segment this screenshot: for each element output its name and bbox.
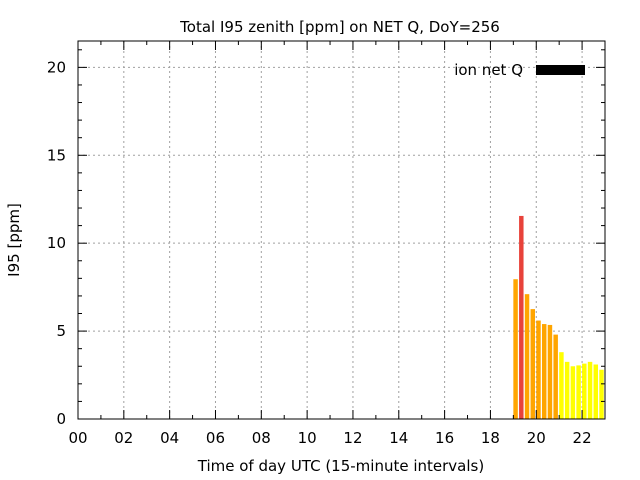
bar <box>582 363 587 419</box>
bar <box>599 369 604 419</box>
legend: ion net Q <box>454 61 585 79</box>
x-tick-label: 10 <box>298 429 317 447</box>
y-tick-label: 0 <box>56 410 66 428</box>
bar <box>564 361 570 419</box>
y-tick-labels: 0 5 10 15 20 <box>47 58 66 428</box>
x-tick-label: 22 <box>573 429 592 447</box>
x-tick-label: 02 <box>114 429 133 447</box>
x-tick-label: 16 <box>435 429 454 447</box>
x-tick-label: 04 <box>160 429 179 447</box>
x-tick-label: 06 <box>206 429 225 447</box>
bar <box>570 366 576 419</box>
x-tick-label: 18 <box>481 429 500 447</box>
x-tick-labels: 00 02 04 06 08 10 12 14 16 18 20 22 <box>68 429 591 447</box>
chart-title: Total I95 zenith [ppm] on NET Q, DoY=256 <box>179 18 500 36</box>
y-tick-label: 5 <box>56 322 66 340</box>
x-tick-label: 12 <box>343 429 362 447</box>
bar <box>524 294 530 419</box>
legend-swatch <box>536 65 585 75</box>
bar <box>519 215 524 419</box>
plot-frame <box>77 40 606 420</box>
bar <box>530 309 536 419</box>
bar <box>541 324 547 419</box>
bar <box>576 365 581 419</box>
bar <box>536 320 541 419</box>
bar <box>587 361 593 419</box>
y-axis-label: I95 [ppm] <box>5 203 23 277</box>
y-tick-label: 15 <box>47 146 66 164</box>
x-axis-label: Time of day UTC (15-minute intervals) <box>197 457 484 475</box>
bar <box>593 364 599 419</box>
y-tick-label: 10 <box>47 234 66 252</box>
x-tick-label: 20 <box>527 429 546 447</box>
axis-ticks <box>77 41 605 420</box>
bars <box>513 215 604 419</box>
bar <box>513 279 518 419</box>
legend-label: ion net Q <box>454 61 523 79</box>
x-tick-label: 00 <box>68 429 87 447</box>
y-tick-label: 20 <box>47 58 66 76</box>
x-tick-label: 14 <box>389 429 408 447</box>
bar <box>553 334 558 419</box>
bar <box>559 352 564 419</box>
bar <box>547 324 553 419</box>
x-tick-label: 08 <box>252 429 271 447</box>
